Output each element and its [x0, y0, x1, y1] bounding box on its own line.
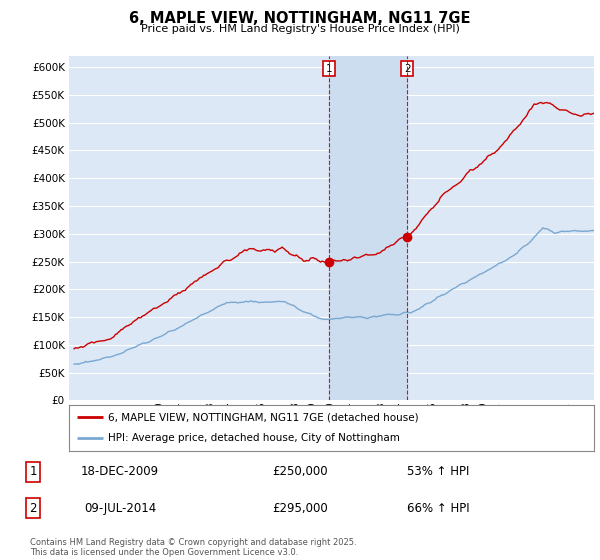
Text: 18-DEC-2009: 18-DEC-2009: [81, 465, 159, 478]
Text: 09-JUL-2014: 09-JUL-2014: [84, 502, 156, 515]
Text: 1: 1: [326, 64, 332, 74]
Text: 1: 1: [29, 465, 37, 478]
Text: Price paid vs. HM Land Registry's House Price Index (HPI): Price paid vs. HM Land Registry's House …: [140, 24, 460, 34]
Text: 53% ↑ HPI: 53% ↑ HPI: [407, 465, 469, 478]
Bar: [329, 56, 407, 400]
Text: HPI: Average price, detached house, City of Nottingham: HPI: Average price, detached house, City…: [109, 433, 400, 444]
Text: 6, MAPLE VIEW, NOTTINGHAM, NG11 7GE (detached house): 6, MAPLE VIEW, NOTTINGHAM, NG11 7GE (det…: [109, 412, 419, 422]
Text: £295,000: £295,000: [272, 502, 328, 515]
Text: 2: 2: [29, 502, 37, 515]
Text: 66% ↑ HPI: 66% ↑ HPI: [407, 502, 469, 515]
Text: Contains HM Land Registry data © Crown copyright and database right 2025.
This d: Contains HM Land Registry data © Crown c…: [30, 538, 356, 557]
Text: 6, MAPLE VIEW, NOTTINGHAM, NG11 7GE: 6, MAPLE VIEW, NOTTINGHAM, NG11 7GE: [129, 11, 471, 26]
Text: £250,000: £250,000: [272, 465, 328, 478]
Text: 2: 2: [404, 64, 410, 74]
